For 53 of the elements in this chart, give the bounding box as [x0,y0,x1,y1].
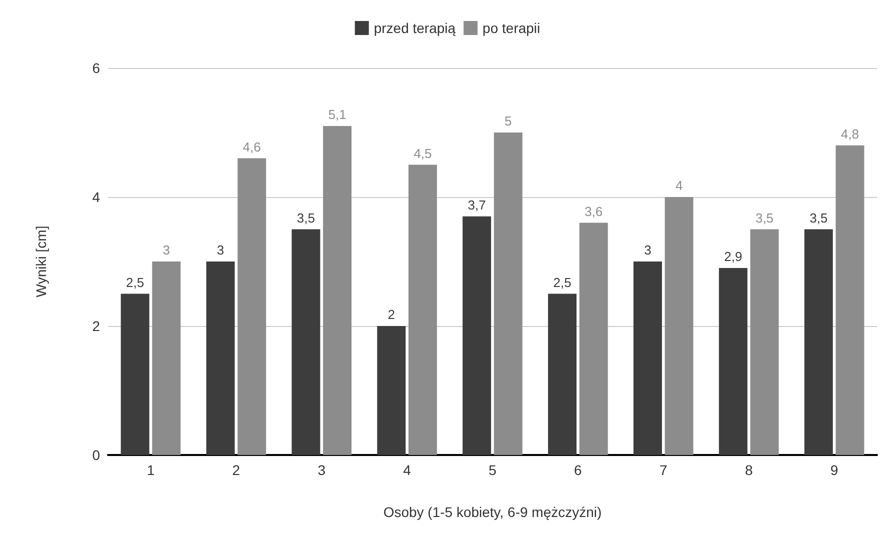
data-label: 3,7 [468,197,486,212]
x-tick-label: 5 [488,462,497,478]
bar [664,197,694,455]
bar [804,229,833,455]
x-tick-label: 2 [232,462,240,478]
data-label: 2 [388,307,396,322]
x-tick-label: 1 [146,462,155,478]
y-axis-title: Wyniki [cm] [33,226,49,298]
y-tick-label: 6 [92,60,100,76]
data-label: 3,5 [810,210,828,226]
bar [206,262,235,455]
y-tick-label: 0 [92,447,100,463]
x-tick-label: 9 [830,462,838,478]
data-label: 3 [162,242,170,258]
data-label: 3,5 [296,210,315,226]
x-tick-label: 7 [659,462,668,478]
data-label: 5 [504,114,512,128]
bar [152,262,181,455]
bar [238,158,266,455]
data-label: 4 [675,178,683,193]
y-tick-label: 2 [92,318,100,334]
x-tick-label: 3 [318,462,326,478]
data-label: 5,1 [328,107,346,122]
bar [120,294,150,455]
legend-label: po terapii [482,20,540,36]
data-label: 2,5 [553,274,572,290]
bar [718,268,748,455]
bar [377,326,406,455]
x-tick-label: 6 [574,462,582,478]
data-label: 2,9 [724,248,742,264]
data-label: 4,5 [414,146,432,161]
bar [462,216,492,455]
x-axis-title: Osoby (1-5 kobiety, 6-9 mężczyźni) [383,504,602,520]
bar [633,262,662,455]
data-label: 4,6 [242,139,261,154]
data-label: 3 [644,242,652,258]
data-label: 3 [216,242,224,258]
bar [750,229,779,455]
data-label: 4,8 [840,126,859,142]
x-tick-label: 4 [403,462,412,478]
bar [292,229,320,455]
bar [494,132,522,455]
bar [579,222,608,455]
data-label: 2,5 [126,274,144,290]
x-tick-label: 8 [744,462,753,478]
legend-label: przed terapią [374,20,456,36]
bar [548,294,577,455]
bar [408,164,437,455]
y-tick-label: 4 [92,189,100,205]
data-label: 3,6 [584,204,603,219]
bar [323,126,352,455]
bar [836,145,864,455]
data-label: 3,5 [755,210,774,226]
